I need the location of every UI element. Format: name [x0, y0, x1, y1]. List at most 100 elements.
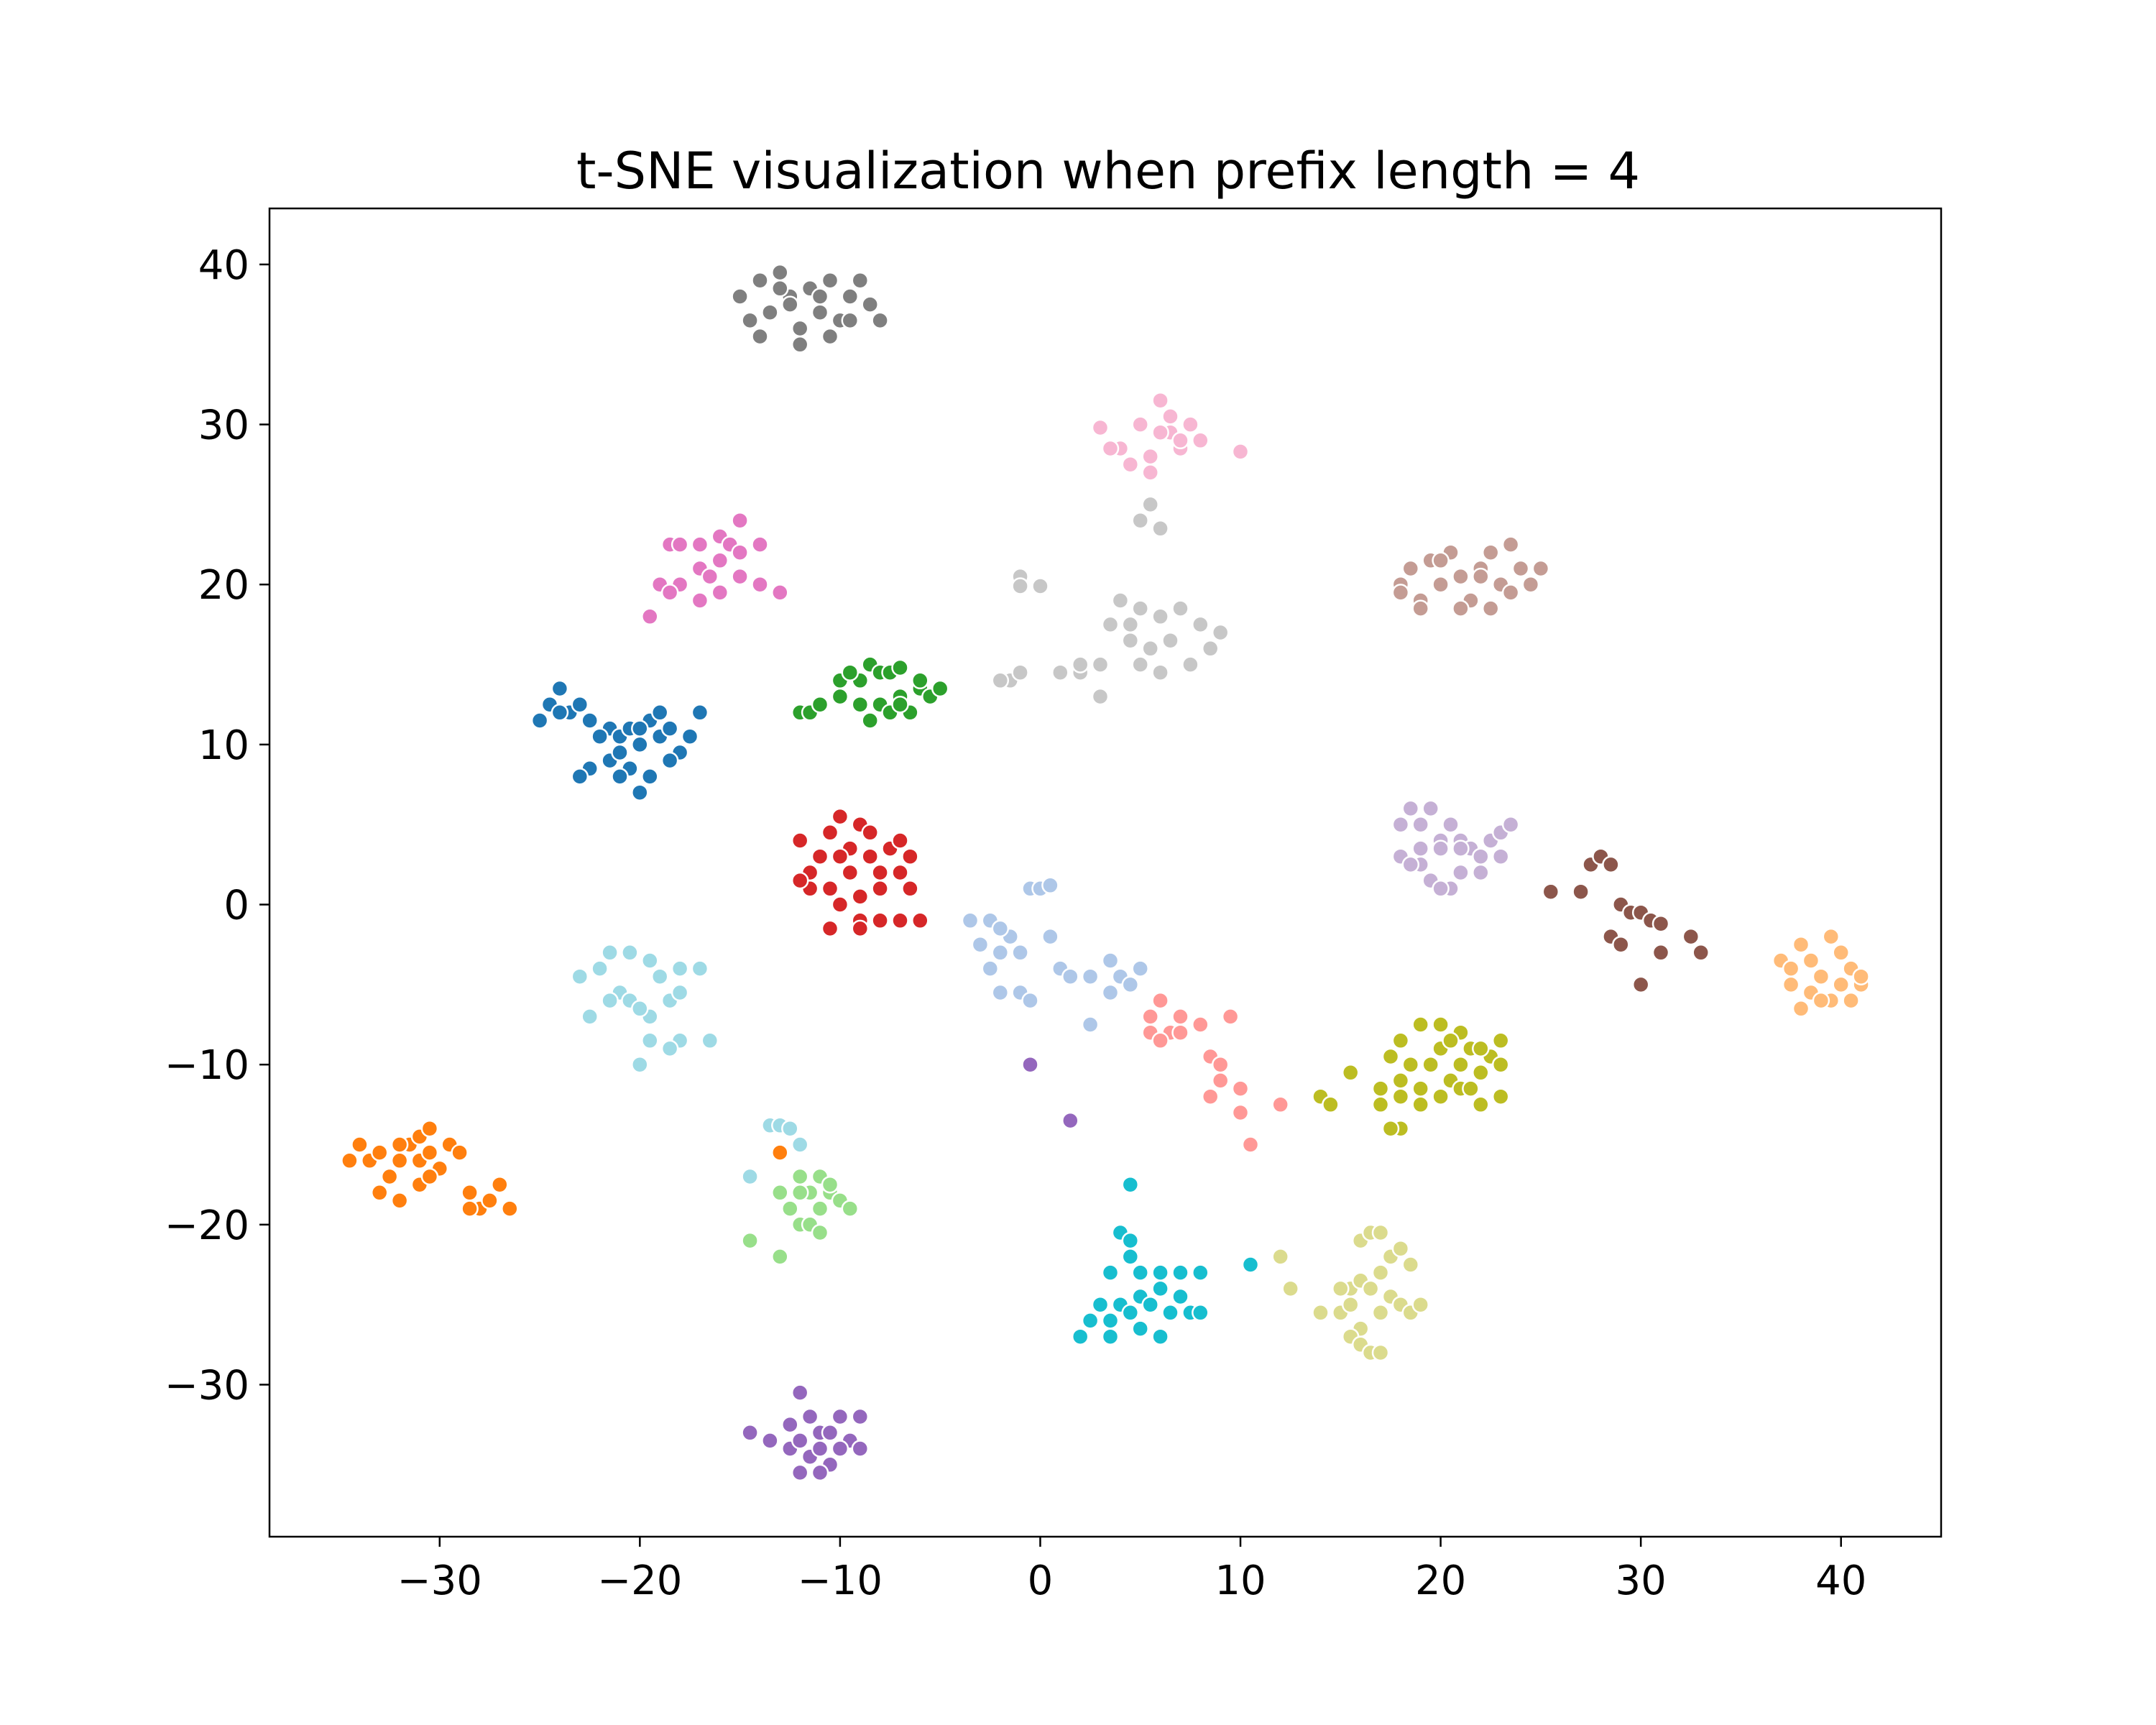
- scatter-point-s8-16: [1452, 863, 1470, 882]
- x-tick-label: 30: [1616, 1558, 1667, 1604]
- scatter-point-s10-6: [1832, 944, 1850, 962]
- scatter-point-s0-14: [871, 311, 889, 330]
- scatter-point-s5-19: [931, 679, 949, 698]
- scatter-point-s1-2: [1131, 415, 1149, 433]
- scatter-point-s18-7: [1171, 1264, 1189, 1282]
- scatter-point-s15-12: [1231, 1103, 1250, 1122]
- scatter-point-s11-17: [1101, 983, 1120, 1002]
- scatter-point-s17-16: [1432, 1016, 1450, 1034]
- y-tick-label: −30: [165, 1362, 249, 1409]
- scatter-point-s7-16: [891, 863, 909, 882]
- scatter-point-s2-16: [1091, 656, 1110, 673]
- scatter-point-s19-24: [1371, 1343, 1390, 1362]
- scatter-point-s8-20: [1452, 840, 1470, 857]
- scatter-point-s1-3: [1141, 447, 1159, 466]
- scatter-point-s17-32: [1462, 1080, 1480, 1098]
- scatter-point-s15-10: [1231, 1080, 1250, 1098]
- scatter-point-s6-4: [571, 695, 589, 714]
- scatter-point-s2-14: [1131, 656, 1149, 673]
- scatter-point-s15-0: [1151, 991, 1169, 1010]
- scatter-point-s11-8: [1041, 876, 1059, 895]
- scatter-point-s8-0: [1391, 815, 1410, 834]
- scatter-point-s9-13: [1682, 927, 1700, 946]
- scatter-point-s12-20: [631, 1000, 649, 1018]
- scatter-point-s2-24: [1121, 615, 1140, 634]
- scatter-point-s15-5: [1192, 1016, 1210, 1034]
- scatter-point-s10-14: [1812, 991, 1830, 1010]
- scatter-point-s18-5: [1131, 1264, 1149, 1282]
- scatter-point-s13-21: [491, 1175, 509, 1194]
- scatter-point-s14-10: [811, 1200, 829, 1218]
- scatter-point-s4-17: [1531, 559, 1550, 578]
- scatter-point-s12-2: [601, 944, 619, 962]
- scatter-point-s18-24: [1151, 1328, 1169, 1346]
- scatter-point-s12-18: [631, 1055, 649, 1074]
- y-tick-label: 20: [198, 562, 249, 609]
- scatter-point-s2-1: [1011, 577, 1029, 595]
- scatter-point-s13-13: [451, 1144, 469, 1162]
- scatter-point-s11-18: [981, 960, 1000, 978]
- scatter-point-s19-1: [1281, 1279, 1299, 1298]
- scatter-point-s17-28: [1381, 1119, 1400, 1138]
- scatter-point-s15-8: [1211, 1055, 1230, 1074]
- scatter-point-s16-15: [851, 1440, 870, 1458]
- scatter-point-s3-5: [751, 535, 769, 553]
- scatter-point-s15-14: [1241, 1136, 1260, 1154]
- scatter-point-s10-3: [1802, 952, 1820, 970]
- scatter-point-s0-9: [821, 271, 839, 290]
- scatter-point-s13-18: [461, 1184, 479, 1202]
- scatter-point-s7-24: [821, 919, 839, 938]
- scatter-point-s4-11: [1501, 535, 1520, 553]
- scatter-point-s9-0: [1542, 883, 1560, 901]
- scatter-point-s2-7: [1192, 615, 1210, 634]
- scatter-point-s2-18: [1071, 656, 1089, 673]
- scatter-point-s15-16: [1171, 1024, 1189, 1041]
- scatter-point-s1-10: [1141, 464, 1159, 482]
- scatter-point-s17-11: [1452, 1055, 1470, 1074]
- scatter-point-s7-22: [891, 911, 909, 930]
- scatter-point-s8-17: [1472, 863, 1490, 882]
- scatter-point-s17-15: [1491, 1055, 1510, 1074]
- scatter-point-s2-10: [1141, 640, 1159, 658]
- scatter-point-s7-15: [871, 880, 889, 898]
- scatter-point-s18-25: [1241, 1256, 1260, 1274]
- scatter-point-s6-25: [611, 743, 629, 762]
- scatter-point-s1-13: [1231, 443, 1250, 461]
- x-tick-label: 10: [1215, 1558, 1266, 1604]
- y-axis: −30 −20 −10 0 10 20 30 40: [165, 242, 270, 1409]
- scatter-point-s13-8: [420, 1144, 439, 1162]
- scatter-point-s3-14: [641, 607, 659, 626]
- chart-title: t-SNE visualization when prefix length =…: [576, 142, 1640, 201]
- scatter-point-s0-20: [841, 311, 860, 330]
- scatter-point-s2-25: [1141, 495, 1159, 514]
- scatter-point-s6-26: [591, 727, 609, 745]
- scatter-point-s15-13: [1271, 1095, 1289, 1114]
- scatter-point-s0-6: [791, 319, 809, 338]
- scatter-point-s10-12: [1842, 991, 1860, 1010]
- scatter-point-s8-8: [1472, 847, 1490, 865]
- scatter-point-s10-1: [1782, 960, 1800, 978]
- scatter-point-s17-20: [1391, 1087, 1410, 1105]
- scatter-point-s6-23: [571, 768, 589, 786]
- scatter-point-s7-19: [831, 896, 849, 914]
- scatter-point-s8-18: [1491, 847, 1510, 865]
- scatter-point-s15-9: [1211, 1072, 1230, 1090]
- scatter-point-s7-27: [831, 847, 849, 865]
- scatter-point-s12-25: [741, 1167, 759, 1186]
- scatter-point-s18-3: [1121, 1248, 1140, 1266]
- scatter-point-s7-21: [871, 911, 889, 930]
- scatter-point-s19-18: [1411, 1295, 1429, 1314]
- scatter-point-s2-5: [1151, 607, 1169, 626]
- scatter-point-s11-22: [1081, 1016, 1100, 1034]
- scatter-point-s4-16: [1481, 599, 1500, 617]
- scatter-point-s13-11: [420, 1119, 439, 1138]
- scatter-point-s2-28: [1211, 623, 1230, 642]
- scatter-point-s19-20: [1371, 1304, 1390, 1322]
- scatter-point-s17-31: [1442, 1031, 1460, 1050]
- scatter-point-s11-15: [1121, 975, 1140, 994]
- scatter-point-s15-3: [1141, 1008, 1159, 1026]
- scatter-point-s4-18: [1391, 584, 1410, 602]
- scatter-point-s7-7: [871, 863, 889, 882]
- scatter-point-s18-8: [1192, 1264, 1210, 1282]
